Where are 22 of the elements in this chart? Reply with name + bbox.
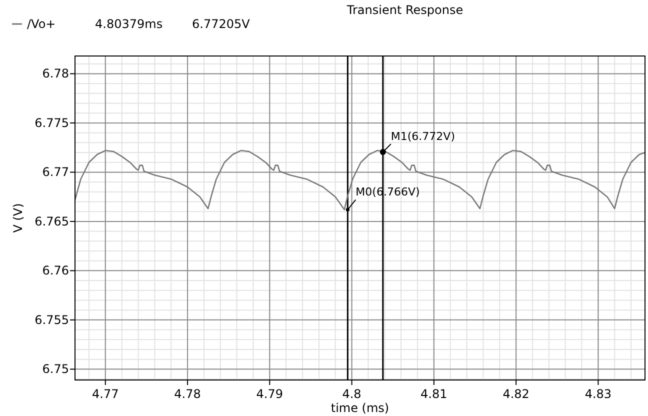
x-tick-label: 4.79 xyxy=(256,387,284,401)
x-tick-label: 4.83 xyxy=(584,387,612,401)
y-tick-label: 6.77 xyxy=(42,165,69,180)
y-axis-title: V (V) xyxy=(11,203,25,233)
x-tick-label: 4.77 xyxy=(92,387,119,401)
line-series xyxy=(74,150,646,210)
annotation: M1(6.772V) xyxy=(390,130,456,144)
y-tick-label: 6.78 xyxy=(42,66,69,81)
x-tick-label: 4.78 xyxy=(174,387,201,401)
y-tick-label: 6.775 xyxy=(34,116,69,130)
x-axis-title: time (ms) xyxy=(330,401,390,415)
x-tick-label: 4.81 xyxy=(420,387,448,401)
text: 4.80379ms xyxy=(95,17,163,31)
y-tick-label: 6.765 xyxy=(34,214,69,228)
x-tick-label: 4.8 xyxy=(342,387,362,401)
text: 6.77205V xyxy=(192,17,251,31)
chart-title: Transient Response xyxy=(346,3,464,17)
y-tick-label: 6.76 xyxy=(42,264,69,278)
legend-label: /Vo+ xyxy=(27,17,56,31)
x-tick-label: 4.82 xyxy=(502,387,530,401)
y-tick-label: 6.755 xyxy=(34,312,69,327)
y-tick-label: 6.75 xyxy=(42,362,69,376)
